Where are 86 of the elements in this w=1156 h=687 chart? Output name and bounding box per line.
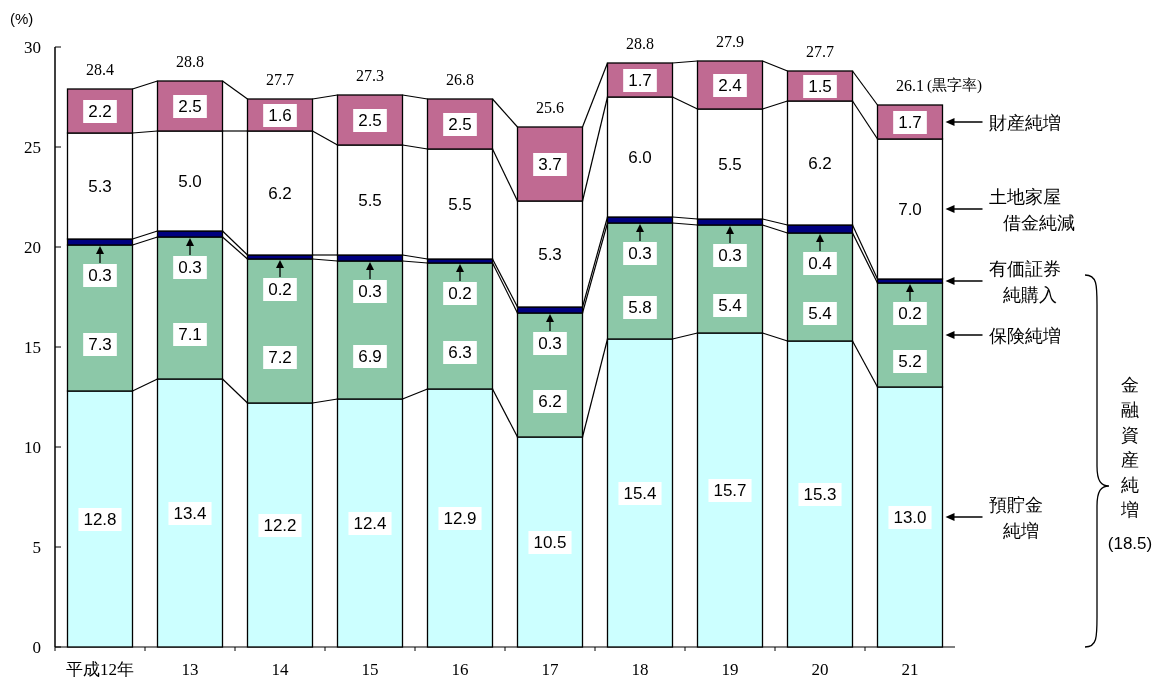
data-label: 0.3 [538, 334, 562, 353]
data-label: 12.4 [353, 514, 387, 533]
data-label: 0.3 [718, 246, 742, 265]
y-tick-label: 20 [24, 238, 41, 257]
data-label: 6.2 [538, 392, 562, 411]
data-label: 5.5 [448, 195, 472, 214]
text: 金融資産純増 [1120, 375, 1139, 520]
data-label: 10.5 [533, 533, 567, 552]
legend-label: 財産純増 [988, 113, 1061, 133]
x-tick-label: 17 [541, 660, 559, 679]
y-tick-label: 15 [24, 338, 41, 357]
legend-label: 有価証券純購入 [988, 259, 1061, 305]
data-label: 0.2 [268, 280, 292, 299]
data-label: 7.1 [178, 325, 202, 344]
annotation: 27.3 [356, 67, 384, 84]
data-label: 6.2 [268, 184, 292, 203]
data-label: 7.3 [88, 335, 112, 354]
annotation: 27.7 [806, 43, 834, 60]
data-label: 7.0 [898, 200, 922, 219]
x-tick-label: 19 [721, 660, 739, 679]
data-label: 15.7 [713, 481, 747, 500]
y-tick-label: 0 [32, 638, 41, 657]
annotation: 26.1 [896, 77, 924, 94]
y-tick-label: 30 [24, 38, 41, 57]
x-tick-label: 16 [451, 660, 469, 679]
data-label: 2.5 [358, 111, 382, 130]
data-label: 6.2 [808, 154, 832, 173]
annotation: 27.9 [716, 33, 744, 50]
data-label: 12.8 [83, 510, 117, 529]
data-label: 3.7 [538, 155, 562, 174]
data-label: 0.4 [808, 254, 832, 273]
x-tick-label: 平成12年 [66, 660, 134, 679]
x-tick-label: 21 [901, 660, 919, 679]
x-tick-label: 20 [811, 660, 829, 679]
annotation: 28.4 [86, 61, 114, 78]
data-label: 12.9 [443, 509, 477, 528]
data-label: 15.3 [803, 485, 837, 504]
data-label: 1.7 [628, 71, 652, 90]
data-label: 0.3 [628, 244, 652, 263]
data-label: 1.7 [898, 113, 922, 132]
x-tick-label: 18 [631, 660, 649, 679]
data-label: 12.2 [263, 516, 297, 535]
data-label: 5.3 [88, 177, 112, 196]
data-label: 2.4 [718, 76, 742, 95]
data-label: 5.5 [718, 155, 742, 174]
data-label: 13.0 [893, 508, 927, 527]
legend-label: 保険純増 [988, 326, 1061, 346]
annotation: 28.8 [176, 53, 204, 70]
text: (18.5) [1107, 534, 1153, 553]
data-label: 13.4 [173, 504, 207, 523]
x-tick-label: 15 [361, 660, 379, 679]
data-label: 1.5 [808, 77, 832, 96]
x-tick-label: 13 [181, 660, 199, 679]
data-label: 2.5 [448, 115, 472, 134]
data-label: 6.3 [448, 343, 472, 362]
data-label: 6.9 [358, 347, 382, 366]
y-axis-title: (%) [10, 10, 34, 27]
data-label: 2.2 [88, 102, 112, 121]
annotation: 26.8 [446, 71, 474, 88]
data-label: 6.0 [628, 148, 652, 167]
data-label: 5.8 [628, 298, 652, 317]
data-label: 0.3 [358, 282, 382, 301]
annotation: 28.8 [626, 35, 654, 52]
data-label: 2.5 [178, 97, 202, 116]
data-label: 0.2 [448, 284, 472, 303]
data-label: 0.3 [178, 258, 202, 277]
data-label: 1.6 [268, 106, 292, 125]
y-tick-label: 5 [32, 538, 41, 557]
legend-label: 預貯金純増 [988, 495, 1043, 541]
data-label: 5.0 [178, 172, 202, 191]
data-label: 15.4 [623, 484, 657, 503]
data-label: 5.4 [808, 304, 832, 323]
y-tick-label: 10 [24, 438, 41, 457]
annotation: 27.7 [266, 71, 294, 88]
data-label: 5.2 [898, 352, 922, 371]
data-label: 7.2 [268, 348, 292, 367]
x-tick-label: 14 [271, 660, 289, 679]
annotation: (黒字率) [927, 77, 982, 94]
data-label: 5.5 [358, 191, 382, 210]
data-label: 5.3 [538, 245, 562, 264]
data-label: 0.2 [898, 304, 922, 323]
data-label: 5.4 [718, 296, 742, 315]
legend-label: 土地家屋借金純減 [988, 187, 1075, 233]
data-label: 0.3 [88, 266, 112, 285]
y-tick-label: 25 [24, 138, 41, 157]
annotation: 25.6 [536, 99, 564, 116]
